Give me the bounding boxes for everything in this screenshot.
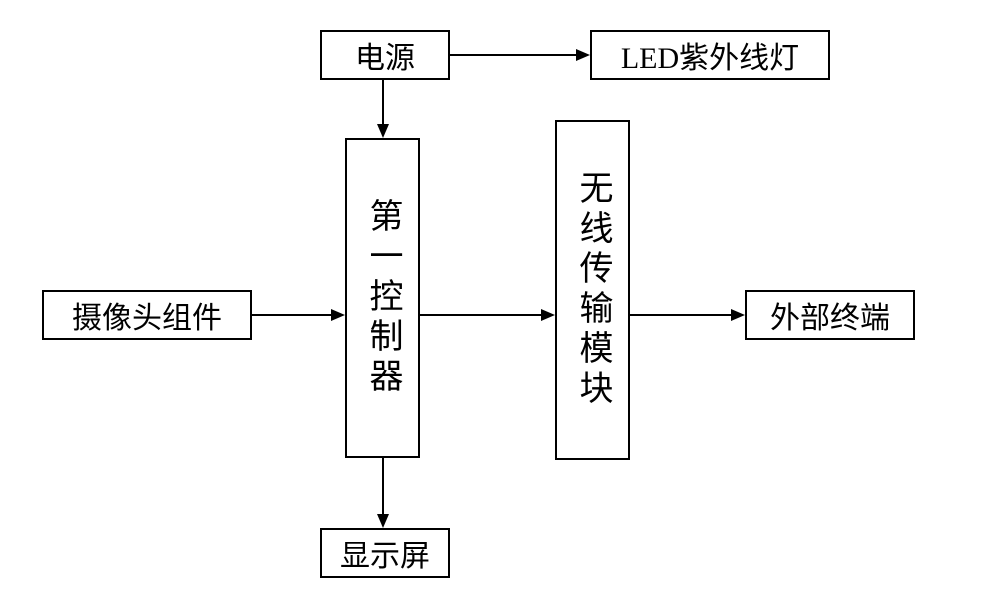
node-display-label: 显示屏 — [340, 531, 430, 575]
node-camera-label: 摄像头组件 — [72, 293, 222, 337]
node-power: 电源 — [320, 30, 450, 80]
node-controller-label: 第一控制器 — [358, 198, 407, 398]
node-wireless-label: 无线传输模块 — [568, 170, 617, 410]
node-camera: 摄像头组件 — [42, 290, 252, 340]
node-terminal-label: 外部终端 — [770, 293, 890, 337]
node-controller: 第一控制器 — [345, 138, 420, 458]
diagram-container: 电源 LED紫外线灯 摄像头组件 第一控制器 无线传输模块 外部终端 显示屏 — [0, 0, 1000, 612]
node-ledlamp: LED紫外线灯 — [590, 30, 830, 80]
node-terminal: 外部终端 — [745, 290, 915, 340]
node-wireless: 无线传输模块 — [555, 120, 630, 460]
node-display: 显示屏 — [320, 528, 450, 578]
node-ledlamp-label: LED紫外线灯 — [621, 33, 799, 77]
node-power-label: 电源 — [355, 33, 415, 77]
